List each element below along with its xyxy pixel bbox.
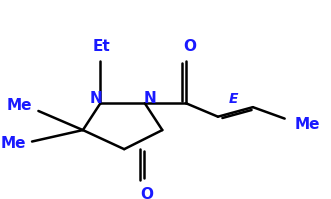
Text: N: N xyxy=(89,91,102,106)
Text: O: O xyxy=(140,187,153,199)
Text: Me: Me xyxy=(294,117,320,132)
Text: E: E xyxy=(229,93,239,106)
Text: Me: Me xyxy=(0,136,26,151)
Text: N: N xyxy=(143,91,156,106)
Text: O: O xyxy=(183,39,196,54)
Text: Me: Me xyxy=(7,98,32,113)
Text: Et: Et xyxy=(93,39,111,54)
